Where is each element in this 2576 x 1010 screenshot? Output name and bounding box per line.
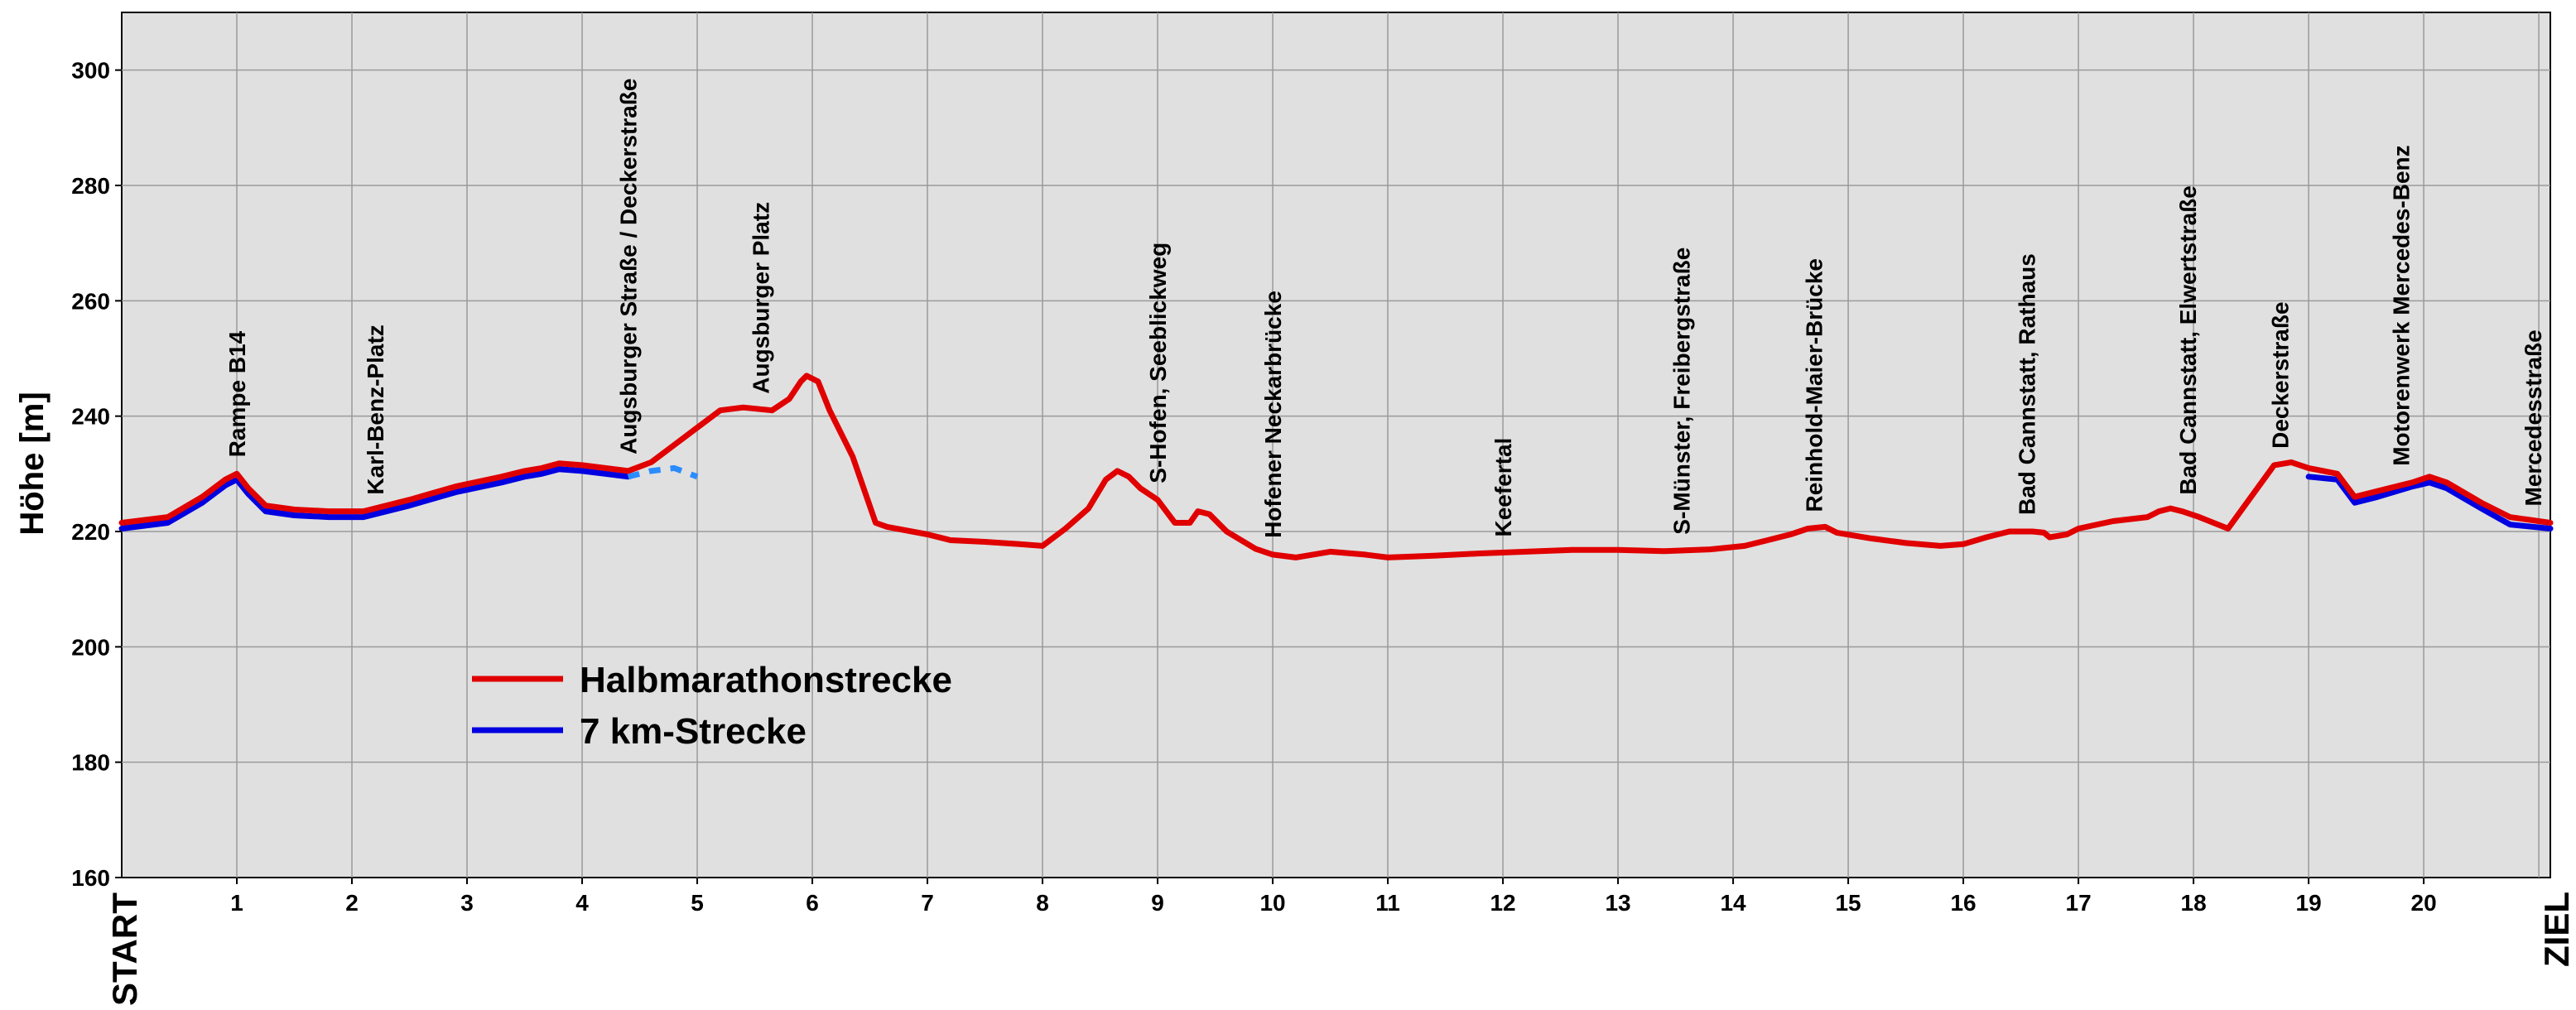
x-tick-label: 18 (2181, 890, 2207, 916)
y-tick-label: 220 (71, 519, 110, 545)
y-tick-label: 300 (71, 58, 110, 84)
x-tick-label: 7 (921, 890, 934, 916)
annotation-label: Bad Cannstatt, Elwertstraße (2175, 185, 2201, 494)
x-tick-label: 20 (2411, 890, 2437, 916)
x-tick-label: 16 (1950, 890, 1976, 916)
end-label: ZIEL (2537, 892, 2576, 967)
series-line-halbmarathon (118, 373, 2554, 560)
axis-layer: 1 2 3 4 5 6 7 8 9 10 11 12 13 14 15 16 17 18 19 20160180200… (71, 58, 2436, 916)
x-tick-label: 19 (2296, 890, 2322, 916)
plot-background (121, 12, 2551, 878)
annotation-label: Karl-Benz-Platz (363, 325, 388, 494)
annotation-label: Reinhold-Maier-Brücke (1801, 258, 1827, 512)
y-tick-label: 160 (71, 865, 110, 891)
annotation-label: Mercedesstraße (2521, 329, 2546, 506)
start-label: START (105, 892, 144, 1006)
series-line-7km (2305, 474, 2554, 531)
legend-label-7km: 7 km-Strecke (580, 711, 807, 752)
grid-lines (122, 12, 2550, 878)
annotation-label: Augsburger Straße / Deckerstraße (616, 79, 642, 454)
y-axis-label: Höhe [m] (14, 392, 51, 535)
x-tick-label: 4 (575, 890, 589, 916)
x-tick-label: 5 (691, 890, 704, 916)
y-tick-label: 240 (71, 404, 110, 430)
x-tick-label: 6 (806, 890, 819, 916)
y-tick-label: 280 (71, 173, 110, 199)
y-tick-label: 200 (71, 634, 110, 660)
series-layer (118, 373, 2554, 560)
annotation-label: Keefertal (1490, 438, 1516, 537)
x-tick-label: 12 (1490, 890, 1515, 916)
annotation-label: Motorenwerk Mercedes-Benz (2388, 145, 2414, 465)
annotation-label: Rampe B14 (224, 330, 250, 457)
x-tick-label: 13 (1605, 890, 1630, 916)
annotation-label: Deckerstraße (2267, 301, 2293, 448)
x-tick-label: 8 (1036, 890, 1049, 916)
x-tick-label: 3 (460, 890, 474, 916)
annotation-label: S-Münster, Freibergstraße (1669, 248, 1695, 535)
x-tick-label: 1 (230, 890, 243, 916)
x-tick-label: 11 (1375, 890, 1400, 916)
annotation-label: Augsburger Platz (749, 202, 774, 394)
y-tick-label: 180 (71, 750, 110, 776)
annotation-label: Bad Cannstatt, Rathaus (2015, 253, 2040, 515)
annotation-layer: Rampe B14 Karl-Benz-Platz Augsburger Straß… (224, 79, 2546, 538)
annotation-label: Hofener Neckarbrücke (1260, 291, 1286, 538)
x-tick-label: 2 (345, 890, 359, 916)
legend-label-halbmarathon: Halbmarathonstrecke (580, 660, 952, 700)
legend: Halbmarathonstrecke 7 km-Strecke (472, 660, 952, 752)
y-tick-label: 260 (71, 288, 110, 314)
x-tick-label: 17 (2066, 890, 2092, 916)
series-line-7km (118, 466, 632, 531)
annotation-label: S-Hofen, Seeblickweg (1145, 243, 1171, 483)
x-tick-label: 15 (1835, 890, 1861, 916)
x-tick-label: 9 (1151, 890, 1164, 916)
x-tick-label: 10 (1259, 890, 1285, 916)
x-tick-label: 14 (1720, 890, 1746, 916)
